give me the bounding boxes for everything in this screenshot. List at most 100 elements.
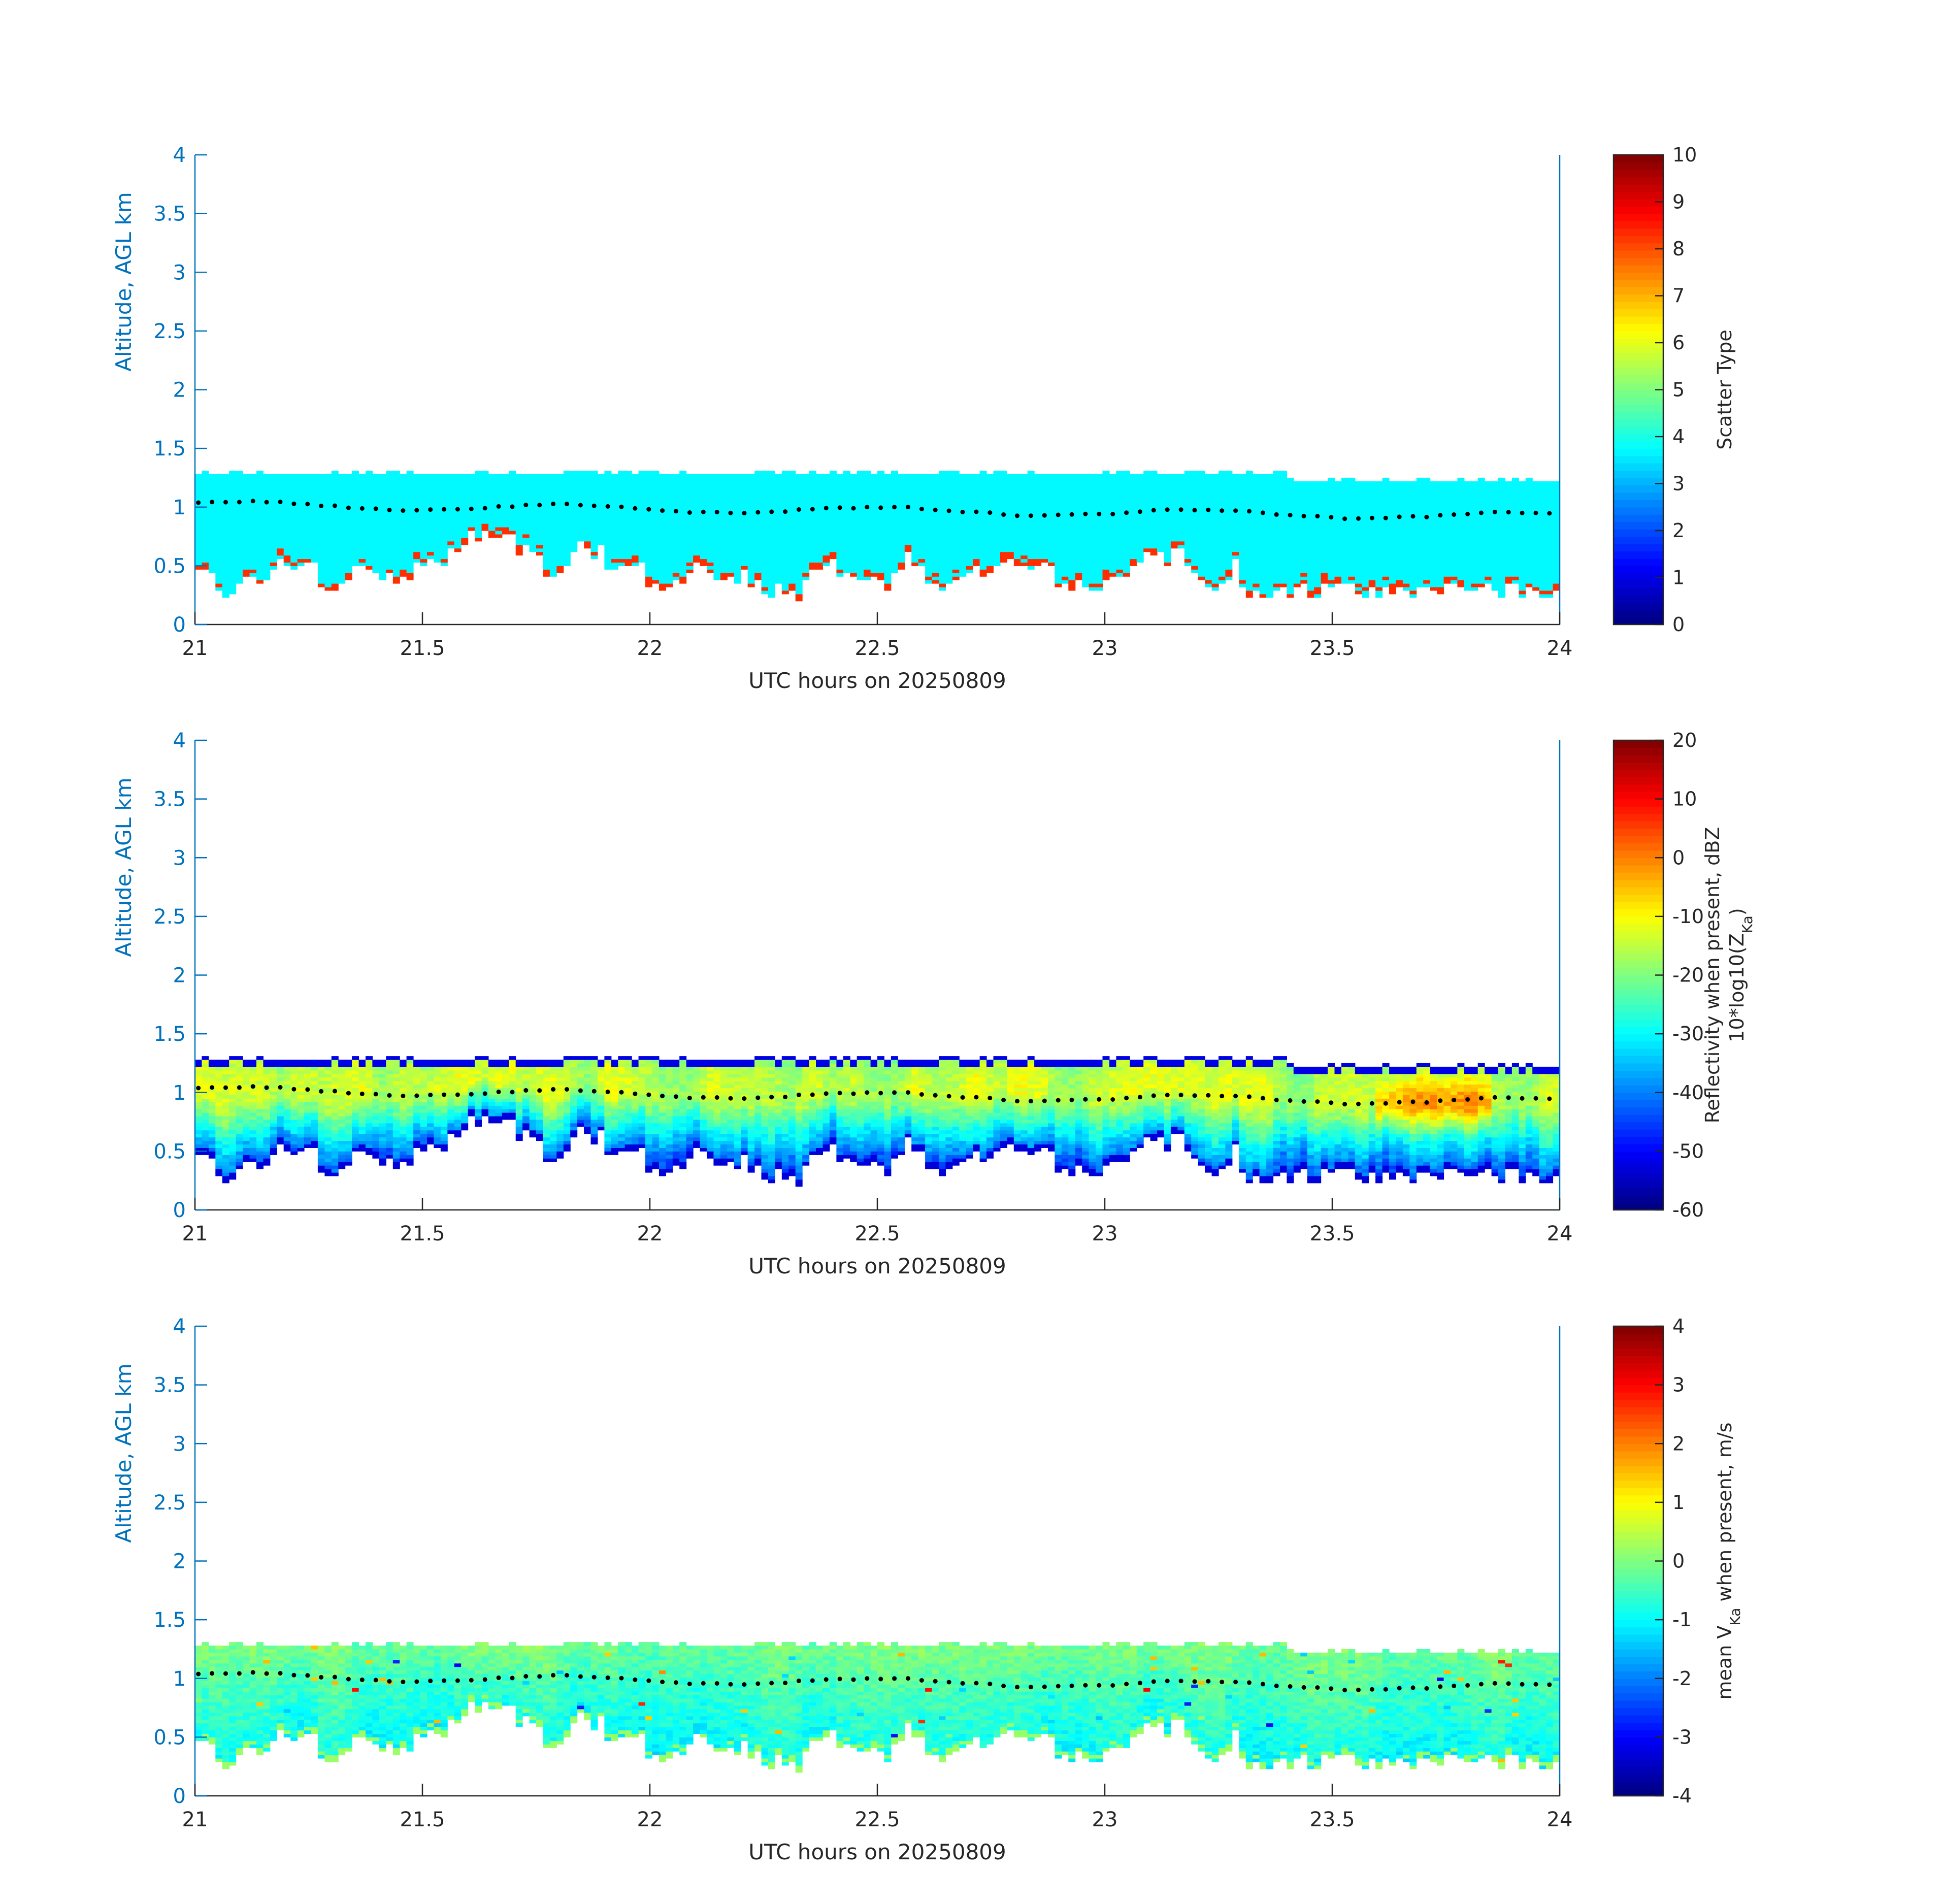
heatmap-cell [1116,516,1124,520]
heatmap-cell [1375,537,1383,542]
heatmap-cell [1273,484,1280,489]
heatmap-cell [809,477,816,482]
heatmap-cell [638,513,646,517]
heatmap-cell [904,531,912,535]
heatmap-cell [911,495,919,500]
heatmap-cell [618,527,626,531]
heatmap-cell [632,499,639,503]
heatmap-cell [898,566,905,570]
heatmap-cell [768,484,775,489]
heatmap-cell [611,562,618,566]
heatmap-cell [1157,491,1164,496]
heatmap-cell [1259,477,1267,482]
heatmap-cell [904,481,912,485]
heatmap-cell [215,587,223,591]
heatmap-cell [843,548,850,552]
heatmap-cell [891,481,898,485]
heatmap-cell [993,527,1001,531]
heatmap-cell [734,541,741,545]
heatmap-cell [884,477,892,482]
heatmap-cell [1116,544,1124,549]
heatmap-cell [632,484,639,489]
heatmap-cell [747,569,755,573]
heatmap-cell [645,488,652,493]
heatmap-cell [993,520,1001,524]
heatmap-cell [1184,541,1192,545]
heatmap-cell [249,481,257,485]
heatmap-cell [1253,537,1260,542]
heatmap-cell [283,551,291,556]
heatmap-cell [1341,576,1348,580]
heatmap-cell [1362,544,1369,549]
heatmap-cell [1321,541,1328,545]
heatmap-cell [1307,566,1314,570]
heatmap-cell [693,555,701,560]
heatmap-cell [700,562,707,566]
heatmap-cell [331,513,339,517]
heatmap-cell [734,527,741,531]
heatmap-cell [877,477,884,482]
heatmap-cell [632,534,639,538]
heatmap-cell [413,523,421,528]
heatmap-cell [1239,488,1246,493]
heatmap-cell [864,527,871,531]
heatmap-cell [747,580,755,584]
heatmap-cell [918,516,926,520]
heatmap-cell [345,569,352,573]
heatmap-cell [243,488,250,493]
heatmap-cell [256,499,264,503]
heatmap-cell [1048,531,1055,535]
heatmap-cell [243,548,250,552]
heatmap-cell [720,569,728,573]
heatmap-cell [570,506,578,510]
heatmap-cell [1368,506,1376,510]
heatmap-cell [966,544,973,549]
heatmap-cell [1123,551,1130,556]
heatmap-cell [297,491,305,496]
heatmap-cell [1300,576,1308,580]
heatmap-cell [864,544,871,549]
heatmap-cell [488,509,496,513]
heatmap-cell [222,580,229,584]
heatmap-cell [1096,488,1103,493]
heatmap-cell [522,531,530,535]
heatmap-cell [1136,541,1144,545]
heatmap-cell [1102,555,1110,560]
heatmap-cell [400,495,407,500]
heatmap-cell [1164,495,1171,500]
heatmap-cell [1116,548,1124,552]
heatmap-cell [311,477,318,482]
heatmap-cell [966,555,973,560]
heatmap-cell [707,520,714,524]
heatmap-cell [761,477,769,482]
heatmap-cell [413,502,421,506]
heatmap-cell [659,562,666,566]
heatmap-cell [986,506,994,510]
heatmap-cell [263,506,271,510]
heatmap-cell [877,537,884,542]
heatmap-cell [454,491,462,496]
heatmap-cell [864,566,871,570]
heatmap-cell [290,491,298,496]
heatmap-cell [468,474,475,478]
heatmap-cell [979,506,987,510]
heatmap-cell [781,488,789,493]
heatmap-cell [290,523,298,528]
heatmap-cell [461,481,469,485]
heatmap-cell [802,531,810,535]
heatmap-cell [584,513,591,517]
heatmap-cell [400,474,407,478]
heatmap-cell [611,488,618,493]
heatmap-cell [843,491,850,496]
heatmap-cell [1321,481,1328,485]
heatmap-cell [1362,594,1369,598]
heatmap-cell [707,481,714,485]
heatmap-cell [440,555,448,560]
heatmap-cell [1259,488,1267,493]
heatmap-cell [1198,484,1205,489]
heatmap-cell [270,495,277,500]
heatmap-cell [1048,537,1055,542]
heatmap-cell [1109,555,1116,560]
heatmap-cell [1328,506,1335,510]
heatmap-cell [1143,484,1151,489]
